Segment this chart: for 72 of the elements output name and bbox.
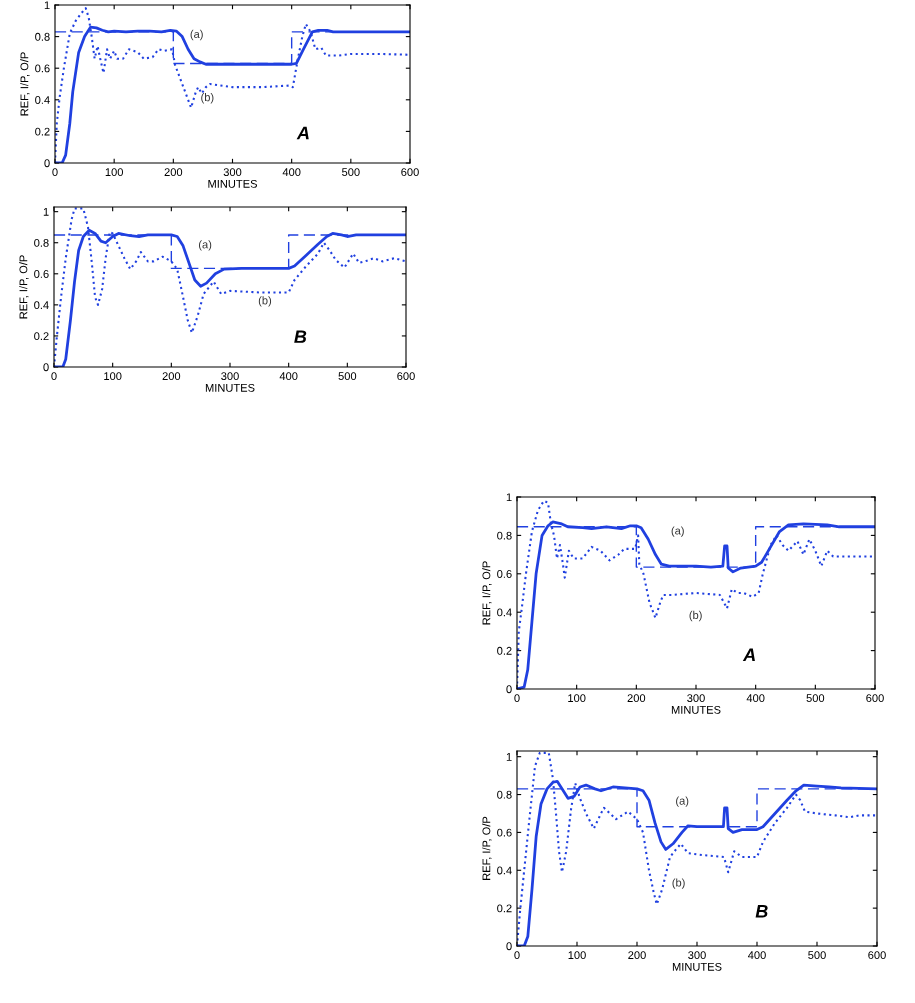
y-tick-label: 0.8 (35, 32, 50, 41)
x-tick-label: 500 (342, 168, 360, 177)
y-tick-label: 1 (506, 753, 512, 761)
x-tick-label: 300 (687, 694, 705, 703)
y-tick-label: 0.6 (35, 64, 50, 73)
y-tick-label: 0.4 (35, 96, 50, 104)
annotation: (b) (258, 296, 272, 307)
y-tick-label: 0.8 (497, 790, 512, 799)
annotation: (b) (689, 610, 702, 622)
y-axis-title: REF, I/P, O/P (19, 255, 29, 319)
x-tick-label: 400 (279, 372, 298, 381)
x-tick-label: 600 (397, 372, 415, 381)
y-tick-label: 0.2 (35, 127, 50, 136)
y-tick-label: 0.2 (34, 332, 49, 341)
x-tick-label: 100 (568, 694, 586, 703)
x-tick-label: 300 (223, 168, 242, 177)
x-tick-label: 400 (746, 694, 765, 703)
annotation: (b) (201, 93, 214, 104)
y-tick-label: 0 (43, 363, 49, 372)
x-tick-label: 100 (568, 951, 586, 960)
y-tick-label: 0 (44, 159, 50, 168)
y-tick-label: 0.4 (34, 301, 49, 309)
x-tick-label: 500 (338, 372, 357, 381)
y-tick-label: 0.2 (497, 904, 512, 913)
x-tick-label: 300 (221, 372, 239, 381)
x-tick-label: 300 (688, 951, 706, 960)
x-tick-label: 500 (806, 694, 825, 703)
x-tick-label: 400 (282, 168, 301, 177)
x-tick-label: 200 (162, 372, 181, 381)
annotation: A (742, 648, 755, 662)
y-tick-label: 1 (506, 493, 512, 502)
annotation: B (755, 905, 768, 918)
x-tick-label: 200 (627, 694, 646, 703)
x-axis-title: MINUTES (205, 383, 255, 392)
annotation: (b) (672, 878, 685, 889)
x-tick-label: 0 (52, 168, 58, 177)
x-tick-label: 600 (868, 951, 886, 960)
annotation: (a) (199, 240, 212, 251)
x-tick-label: 100 (105, 168, 123, 177)
x-tick-label: 100 (104, 372, 122, 381)
y-tick-label: 1 (43, 208, 49, 216)
y-tick-label: 1 (44, 1, 50, 10)
x-tick-label: 500 (808, 951, 826, 960)
annotation: A (296, 126, 309, 140)
x-tick-label: 200 (164, 168, 183, 177)
y-axis-title: REF, I/P, O/P (20, 52, 30, 116)
y-tick-label: 0.6 (497, 828, 512, 837)
annotation: (a) (676, 796, 689, 807)
y-tick-label: 0.6 (497, 570, 512, 578)
y-tick-label: 0 (506, 685, 512, 694)
y-tick-label: 0.6 (34, 270, 49, 278)
x-tick-label: 0 (514, 951, 520, 960)
y-tick-label: 0.8 (497, 531, 512, 540)
x-tick-label: 200 (628, 951, 646, 960)
y-tick-label: 0 (506, 942, 512, 951)
y-axis-title: REF, I/P, O/P (482, 561, 492, 625)
x-tick-label: 400 (747, 951, 766, 960)
x-tick-label: 0 (514, 694, 520, 703)
y-tick-label: 0.4 (497, 866, 512, 875)
x-axis-title: MINUTES (208, 179, 257, 188)
x-tick-label: 600 (866, 694, 884, 703)
x-axis-title: MINUTES (671, 705, 721, 714)
x-axis-title: MINUTES (672, 962, 722, 971)
y-tick-label: 0.2 (497, 646, 512, 655)
x-tick-label: 600 (401, 168, 419, 177)
annotation: (a) (671, 526, 684, 537)
annotation: (a) (190, 29, 203, 41)
annotation: B (294, 330, 307, 343)
y-tick-label: 0.4 (497, 608, 512, 617)
y-tick-label: 0.8 (34, 239, 49, 247)
x-tick-label: 0 (51, 372, 57, 381)
y-axis-title: REF, I/P, O/P (482, 816, 492, 880)
